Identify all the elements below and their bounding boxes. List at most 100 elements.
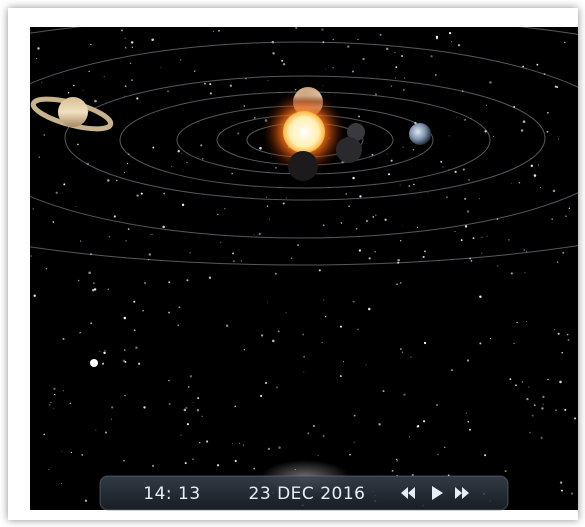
star xyxy=(62,338,64,340)
star xyxy=(206,440,208,442)
star xyxy=(542,396,544,398)
star xyxy=(95,430,96,431)
star xyxy=(397,460,398,461)
star xyxy=(125,38,126,39)
star xyxy=(268,448,270,450)
star xyxy=(378,423,380,425)
star xyxy=(192,458,194,460)
star xyxy=(199,442,200,443)
star xyxy=(79,332,81,334)
star xyxy=(564,409,566,411)
star xyxy=(303,356,305,358)
star xyxy=(231,173,233,175)
star xyxy=(479,342,481,344)
star xyxy=(124,96,125,97)
star xyxy=(417,227,418,228)
star xyxy=(513,343,514,344)
star xyxy=(521,129,524,132)
star xyxy=(565,215,566,216)
star xyxy=(323,435,325,437)
star xyxy=(451,41,452,42)
star xyxy=(323,224,325,226)
star xyxy=(554,329,555,330)
star xyxy=(88,272,91,275)
star xyxy=(193,402,194,403)
star xyxy=(281,60,283,62)
star xyxy=(571,492,573,494)
star xyxy=(469,429,471,431)
star xyxy=(430,55,432,57)
star xyxy=(168,281,170,283)
star xyxy=(541,437,543,439)
star xyxy=(435,74,437,76)
page: 14: 13 23 DEC 2016 (() => { const data =… xyxy=(0,0,585,527)
star xyxy=(188,386,190,388)
star xyxy=(546,131,548,133)
star xyxy=(190,252,191,253)
star xyxy=(509,378,511,380)
star xyxy=(410,357,411,358)
star xyxy=(171,166,172,167)
star xyxy=(185,407,187,409)
star xyxy=(237,132,239,134)
star xyxy=(209,277,211,279)
star xyxy=(541,407,543,409)
star xyxy=(261,334,263,336)
planet xyxy=(288,151,318,181)
star xyxy=(218,30,220,32)
star xyxy=(317,455,318,456)
star xyxy=(226,324,228,326)
star xyxy=(455,231,456,232)
star xyxy=(286,197,287,198)
star xyxy=(353,301,355,303)
star xyxy=(177,150,179,152)
star xyxy=(102,363,104,365)
star xyxy=(197,397,199,399)
star xyxy=(394,52,395,53)
star xyxy=(291,258,292,259)
star xyxy=(283,202,285,204)
star xyxy=(235,460,237,462)
star xyxy=(90,44,91,45)
star xyxy=(561,352,563,354)
star xyxy=(127,163,128,164)
star xyxy=(136,194,138,196)
star xyxy=(180,59,181,60)
star xyxy=(114,215,116,217)
star xyxy=(417,425,419,427)
star xyxy=(386,48,388,50)
star xyxy=(43,434,45,436)
star xyxy=(325,69,326,70)
star xyxy=(424,342,426,344)
star xyxy=(254,117,256,119)
time-label[interactable]: 14: 13 xyxy=(143,484,200,504)
star xyxy=(125,85,127,87)
star xyxy=(341,222,342,223)
star xyxy=(467,421,469,423)
star xyxy=(323,299,324,300)
star xyxy=(124,361,126,363)
star xyxy=(265,382,267,384)
star xyxy=(36,58,37,59)
star xyxy=(75,206,76,207)
star xyxy=(349,454,351,456)
star xyxy=(515,384,517,386)
star xyxy=(348,206,350,208)
star xyxy=(467,210,470,213)
star xyxy=(564,42,566,44)
date-label[interactable]: 23 DEC 2016 xyxy=(249,484,366,504)
star xyxy=(48,469,49,470)
star xyxy=(266,197,267,198)
star xyxy=(244,349,245,350)
star xyxy=(486,105,487,106)
star xyxy=(400,282,402,284)
star xyxy=(357,328,359,330)
star xyxy=(540,187,541,188)
star xyxy=(333,39,334,40)
star xyxy=(408,185,410,187)
star xyxy=(497,265,498,266)
star xyxy=(107,179,109,181)
star xyxy=(511,183,512,184)
star xyxy=(529,432,531,434)
star xyxy=(49,404,50,405)
